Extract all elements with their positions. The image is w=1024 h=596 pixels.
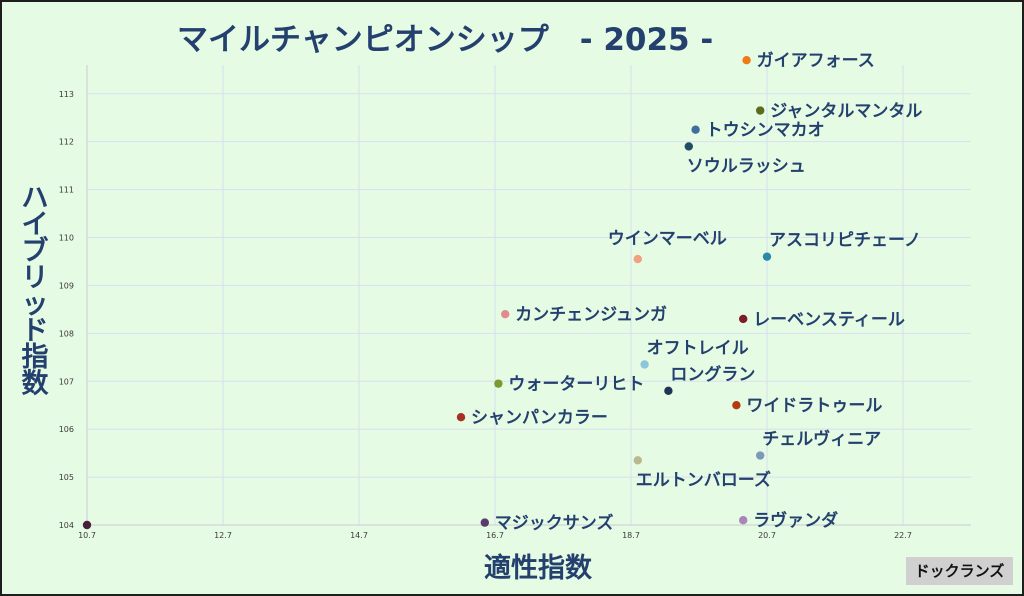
y-tick-label: 108 bbox=[59, 329, 74, 338]
point-label: レーベンスティール bbox=[753, 310, 905, 330]
data-point bbox=[664, 386, 673, 396]
y-tick-label: 113 bbox=[59, 90, 74, 99]
point-label: オフトレイル bbox=[647, 338, 749, 358]
data-point bbox=[633, 254, 642, 264]
y-tick-label: 107 bbox=[59, 377, 74, 386]
point-label: ワイドラトゥール bbox=[746, 396, 882, 416]
y-tick-label: 105 bbox=[59, 473, 74, 482]
data-point bbox=[742, 56, 751, 65]
data-point bbox=[739, 314, 748, 324]
point-label: エルトンバローズ bbox=[636, 469, 771, 490]
x-tick-label: 20.7 bbox=[758, 531, 776, 540]
point-label: アスコリピチェーノ bbox=[769, 231, 921, 251]
point-label: カンチェンジュンガ bbox=[515, 305, 667, 325]
data-point bbox=[756, 106, 765, 115]
y-axis-title: ハイブリッド指数 bbox=[22, 183, 50, 400]
data-point bbox=[456, 412, 466, 422]
x-tick-label: 12.7 bbox=[214, 531, 232, 540]
x-axis-title: 適性指数 bbox=[484, 552, 593, 584]
x-tick-label: 18.7 bbox=[622, 531, 640, 540]
data-point bbox=[494, 379, 503, 388]
data-point bbox=[762, 252, 772, 261]
point-label: ジャンタルマンタル bbox=[770, 102, 922, 122]
watermark-logo: ドックランズ bbox=[906, 557, 1013, 585]
point-label: ガイアフォース bbox=[757, 51, 875, 71]
x-tick-label: 22.7 bbox=[894, 531, 912, 540]
point-label: ラヴァンダ bbox=[753, 510, 838, 531]
x-tick-label: 10.7 bbox=[78, 531, 96, 540]
point-label: ソウルラッシュ bbox=[687, 156, 806, 176]
point-label: マジックサンズ bbox=[495, 513, 614, 534]
y-tick-label: 110 bbox=[59, 234, 74, 243]
y-tick-label: 104 bbox=[59, 521, 74, 530]
data-point bbox=[756, 451, 765, 460]
point-label: シャンパンカラー bbox=[471, 408, 608, 428]
data-point bbox=[82, 520, 92, 530]
x-tick-label: 14.7 bbox=[350, 531, 368, 540]
data-point bbox=[691, 125, 700, 134]
data-point bbox=[732, 401, 741, 410]
y-tick-label: 111 bbox=[59, 186, 74, 195]
y-tick-label: 106 bbox=[59, 425, 74, 434]
data-point bbox=[480, 518, 489, 527]
grid-layer bbox=[86, 65, 971, 526]
tick-labels: 104 105 106 107 108 109 110 111 112 113 10.7 12.7 14… bbox=[59, 90, 912, 540]
y-tick-label: 109 bbox=[59, 281, 74, 290]
data-point bbox=[739, 516, 748, 525]
data-point bbox=[684, 142, 693, 151]
point-label: ウォーターリヒト bbox=[508, 375, 644, 395]
point-label: ロングラン bbox=[670, 364, 755, 385]
data-points bbox=[82, 56, 772, 530]
data-point bbox=[640, 360, 649, 369]
point-label: トウシンマカオ bbox=[706, 121, 825, 141]
data-point bbox=[501, 309, 510, 319]
point-label: チェルヴィニア bbox=[762, 429, 881, 450]
data-point bbox=[633, 456, 642, 465]
chart-title: マイルチャンピオンシップ - 2025 - bbox=[177, 22, 713, 58]
y-tick-label: 112 bbox=[59, 138, 74, 147]
point-label: ウインマーベル bbox=[608, 229, 727, 249]
x-tick-label: 16.7 bbox=[486, 531, 504, 540]
